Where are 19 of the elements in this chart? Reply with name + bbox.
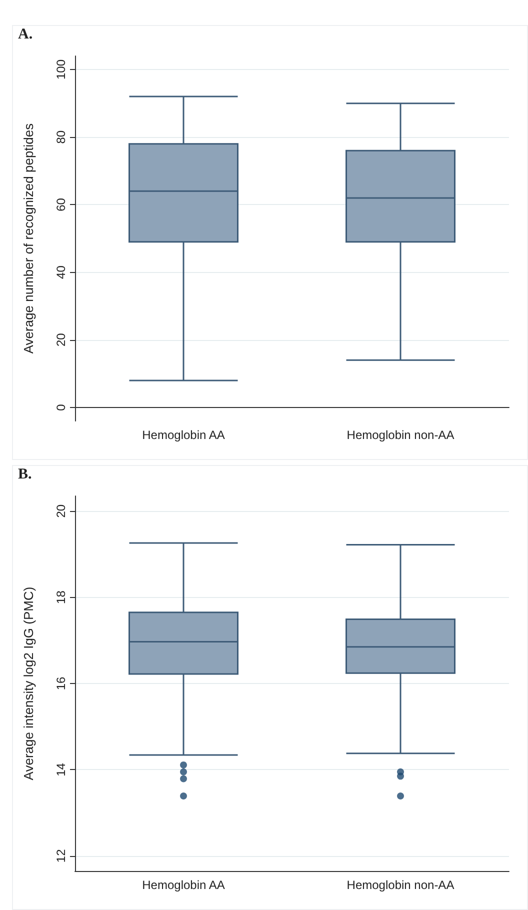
y-axis-title: Average intensity log2 IgG (PMC) bbox=[21, 586, 36, 780]
x-tick-label: Hemoglobin non-AA bbox=[346, 428, 454, 442]
chart-title: A. bbox=[18, 26, 33, 42]
y-tick-label: 40 bbox=[54, 265, 68, 279]
y-tick-label: 18 bbox=[54, 590, 68, 604]
y-tick-label: 80 bbox=[54, 130, 68, 144]
y-tick-label: 20 bbox=[54, 504, 68, 518]
y-tick-label: 0 bbox=[54, 404, 68, 411]
y-tick-label: 12 bbox=[54, 848, 68, 863]
y-tick-label: 16 bbox=[54, 676, 68, 690]
x-tick-label: Hemoglobin AA bbox=[142, 428, 225, 442]
y-tick-label: 20 bbox=[54, 332, 68, 347]
y-axis-title: Average number of recognized peptides bbox=[21, 122, 36, 354]
y-tick-label: 14 bbox=[54, 762, 68, 776]
y-tick-label: 60 bbox=[54, 198, 68, 212]
chart-title: B. bbox=[18, 466, 32, 482]
x-tick-label: Hemoglobin non-AA bbox=[346, 878, 454, 892]
x-tick-label: Hemoglobin AA bbox=[142, 878, 225, 892]
y-tick-label: 100 bbox=[54, 59, 68, 80]
